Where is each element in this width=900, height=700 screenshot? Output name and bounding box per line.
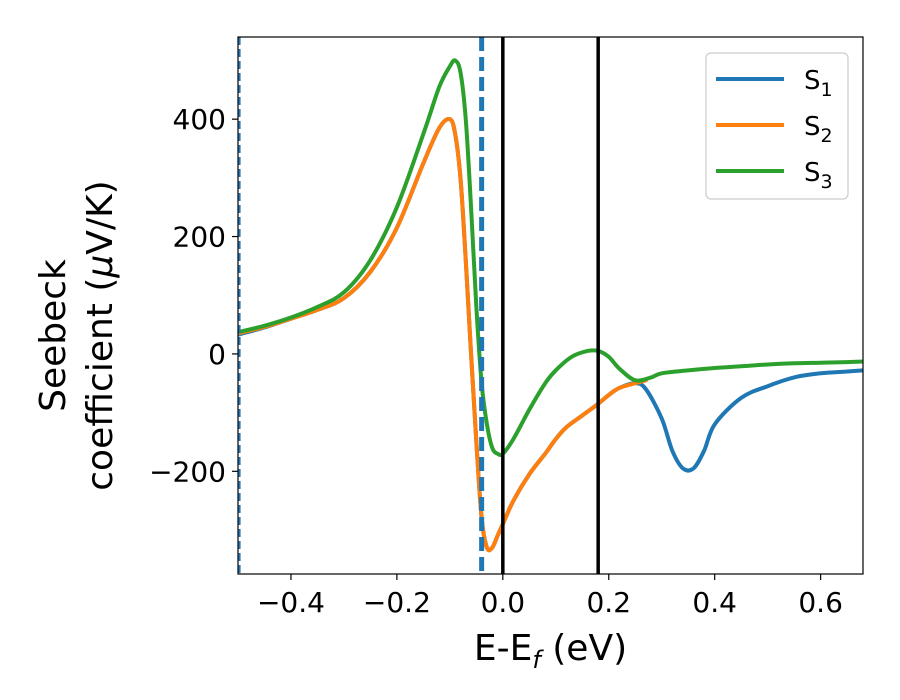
y-tick-label: 0 <box>208 338 226 371</box>
x-axis-label-main: E-E <box>474 628 532 669</box>
legend: S1 S2 S3 <box>705 52 849 200</box>
y-tick-label: −200 <box>149 455 226 488</box>
x-tick-label: −0.2 <box>363 586 431 619</box>
series-line-s2 <box>238 116 648 553</box>
y-axis-label-line2: coefficient (μV/K) <box>80 180 121 490</box>
x-tick-label: 0.0 <box>481 586 526 619</box>
x-axis-label: E-Ef (eV) <box>474 628 627 674</box>
y-axis-label: Seebeck coefficient (μV/K) <box>33 180 121 490</box>
x-tick-label: −0.4 <box>257 586 325 619</box>
plot-frame <box>237 36 864 575</box>
axes: −0.4 −0.2 0.0 0.2 0.4 0.6 −200 0 200 400 <box>149 36 864 619</box>
x-axis-label-unit: (eV) <box>541 628 627 669</box>
legend-label-s3: S3 <box>804 158 833 193</box>
y-axis-label-text: coefficient ( <box>80 278 121 491</box>
y-axis-label-line1: Seebeck <box>33 259 74 412</box>
y-tick-label: 400 <box>173 103 226 136</box>
axis-labels: E-Ef (eV) Seebeck coefficient (μV/K) <box>33 180 627 674</box>
x-tick-label: 0.6 <box>798 586 843 619</box>
y-tick-label: 200 <box>173 221 226 254</box>
legend-label-s2: S2 <box>804 112 833 147</box>
plot-area <box>238 37 863 574</box>
y-axis-label-mu: μ <box>80 255 121 279</box>
x-tick-label: 0.2 <box>586 586 631 619</box>
y-axis-label-unit: V/K) <box>80 180 121 254</box>
legend-label-s1: S1 <box>804 66 833 101</box>
x-tick-label: 0.4 <box>692 586 737 619</box>
